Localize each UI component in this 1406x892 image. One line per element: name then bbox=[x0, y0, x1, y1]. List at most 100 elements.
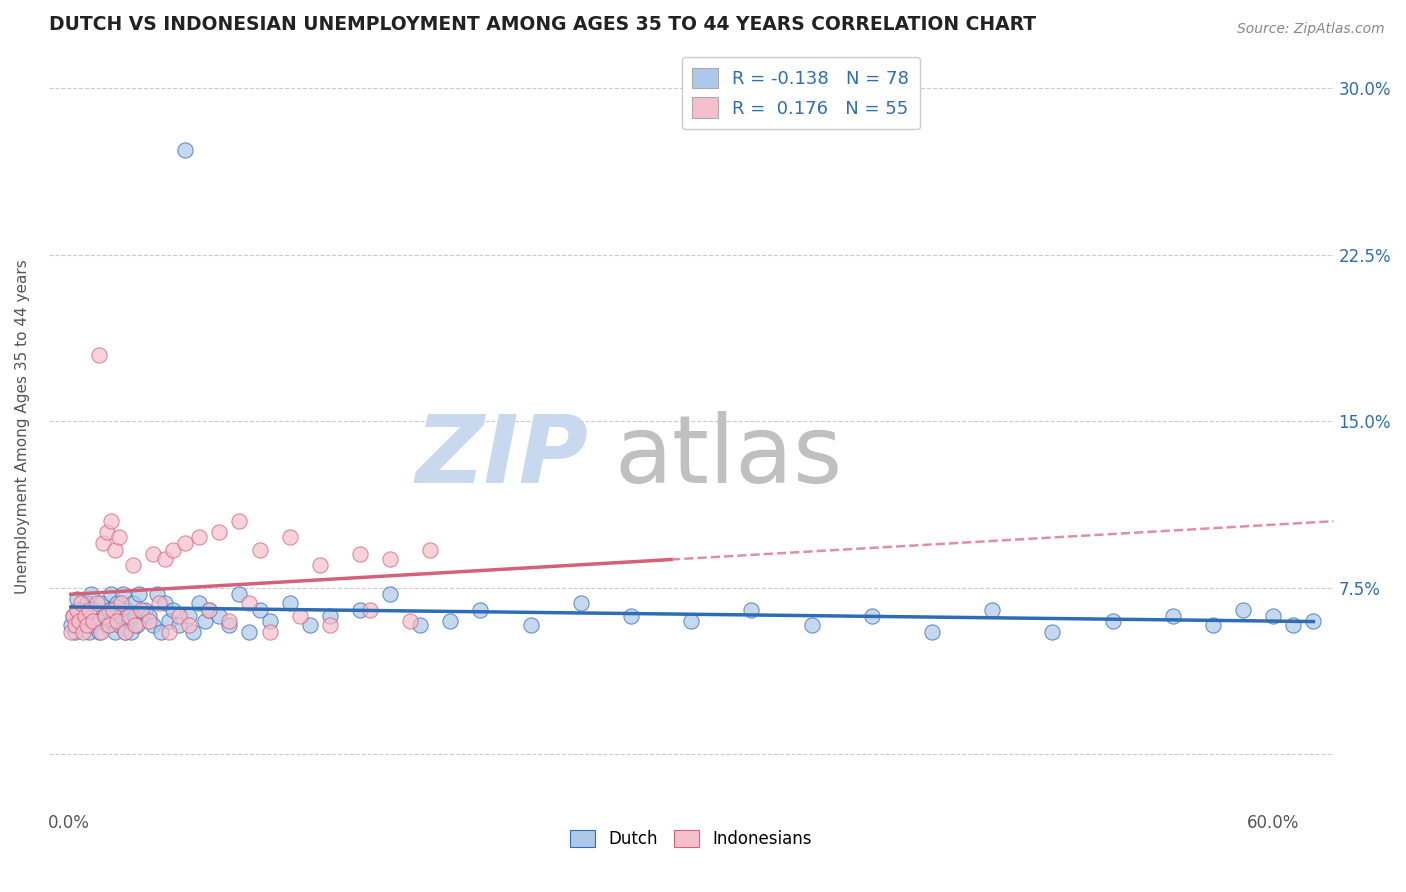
Point bbox=[146, 587, 169, 601]
Point bbox=[110, 609, 132, 624]
Point bbox=[114, 625, 136, 640]
Point bbox=[72, 625, 94, 640]
Point bbox=[73, 614, 96, 628]
Point bbox=[115, 603, 138, 617]
Point bbox=[138, 609, 160, 624]
Point bbox=[349, 547, 371, 561]
Point bbox=[101, 603, 124, 617]
Point bbox=[179, 609, 201, 624]
Point bbox=[59, 618, 82, 632]
Point bbox=[87, 348, 110, 362]
Point bbox=[470, 603, 492, 617]
Point bbox=[157, 625, 180, 640]
Point bbox=[228, 587, 250, 601]
Point bbox=[153, 596, 176, 610]
Point bbox=[96, 525, 118, 540]
Point bbox=[77, 625, 100, 640]
Point bbox=[110, 596, 132, 610]
Point bbox=[150, 625, 173, 640]
Point bbox=[105, 614, 128, 628]
Point bbox=[101, 614, 124, 628]
Point bbox=[87, 625, 110, 640]
Text: DUTCH VS INDONESIAN UNEMPLOYMENT AMONG AGES 35 TO 44 YEARS CORRELATION CHART: DUTCH VS INDONESIAN UNEMPLOYMENT AMONG A… bbox=[49, 15, 1036, 34]
Point bbox=[118, 614, 141, 628]
Point bbox=[80, 587, 103, 601]
Point bbox=[167, 609, 190, 624]
Point bbox=[134, 603, 156, 617]
Point bbox=[63, 625, 86, 640]
Point bbox=[86, 614, 108, 628]
Point bbox=[94, 609, 117, 624]
Point bbox=[194, 614, 217, 628]
Point bbox=[238, 596, 260, 610]
Point bbox=[1282, 618, 1305, 632]
Point bbox=[349, 603, 371, 617]
Point bbox=[73, 609, 96, 624]
Point bbox=[409, 618, 432, 632]
Point bbox=[259, 614, 281, 628]
Point bbox=[800, 618, 823, 632]
Point bbox=[108, 618, 131, 632]
Point bbox=[1042, 625, 1064, 640]
Point bbox=[124, 618, 146, 632]
Point bbox=[114, 625, 136, 640]
Point bbox=[298, 618, 321, 632]
Point bbox=[129, 603, 152, 617]
Point bbox=[62, 609, 84, 624]
Legend: R = -0.138   N = 78, R =  0.176   N = 55: R = -0.138 N = 78, R = 0.176 N = 55 bbox=[682, 57, 920, 129]
Point bbox=[70, 596, 93, 610]
Point bbox=[148, 596, 170, 610]
Point bbox=[1263, 609, 1285, 624]
Point bbox=[359, 603, 381, 617]
Point bbox=[181, 625, 204, 640]
Point bbox=[128, 587, 150, 601]
Point bbox=[100, 587, 122, 601]
Point bbox=[153, 551, 176, 566]
Point bbox=[188, 596, 211, 610]
Point bbox=[104, 625, 127, 640]
Point bbox=[157, 614, 180, 628]
Point bbox=[98, 603, 121, 617]
Point bbox=[174, 536, 197, 550]
Point bbox=[278, 530, 301, 544]
Point bbox=[921, 625, 943, 640]
Point bbox=[162, 542, 184, 557]
Point bbox=[1302, 614, 1324, 628]
Point bbox=[308, 558, 330, 573]
Point bbox=[67, 614, 90, 628]
Point bbox=[104, 542, 127, 557]
Point bbox=[681, 614, 703, 628]
Point bbox=[94, 609, 117, 624]
Point bbox=[77, 603, 100, 617]
Point bbox=[167, 618, 190, 632]
Point bbox=[118, 609, 141, 624]
Point bbox=[66, 591, 89, 606]
Point bbox=[122, 596, 145, 610]
Point bbox=[162, 603, 184, 617]
Point bbox=[142, 547, 165, 561]
Point bbox=[142, 618, 165, 632]
Point bbox=[138, 614, 160, 628]
Point bbox=[125, 618, 148, 632]
Point bbox=[96, 618, 118, 632]
Point bbox=[218, 618, 240, 632]
Point bbox=[378, 551, 401, 566]
Point bbox=[86, 596, 108, 610]
Point bbox=[1232, 603, 1254, 617]
Point bbox=[249, 542, 271, 557]
Point bbox=[740, 603, 762, 617]
Text: atlas: atlas bbox=[614, 411, 842, 503]
Point bbox=[228, 514, 250, 528]
Point bbox=[238, 625, 260, 640]
Point bbox=[1202, 618, 1225, 632]
Point bbox=[98, 618, 121, 632]
Point bbox=[569, 596, 592, 610]
Point bbox=[105, 596, 128, 610]
Point bbox=[76, 618, 98, 632]
Point bbox=[174, 144, 197, 158]
Point bbox=[439, 614, 461, 628]
Point bbox=[249, 603, 271, 617]
Point bbox=[63, 618, 86, 632]
Point bbox=[62, 609, 84, 624]
Point bbox=[1101, 614, 1123, 628]
